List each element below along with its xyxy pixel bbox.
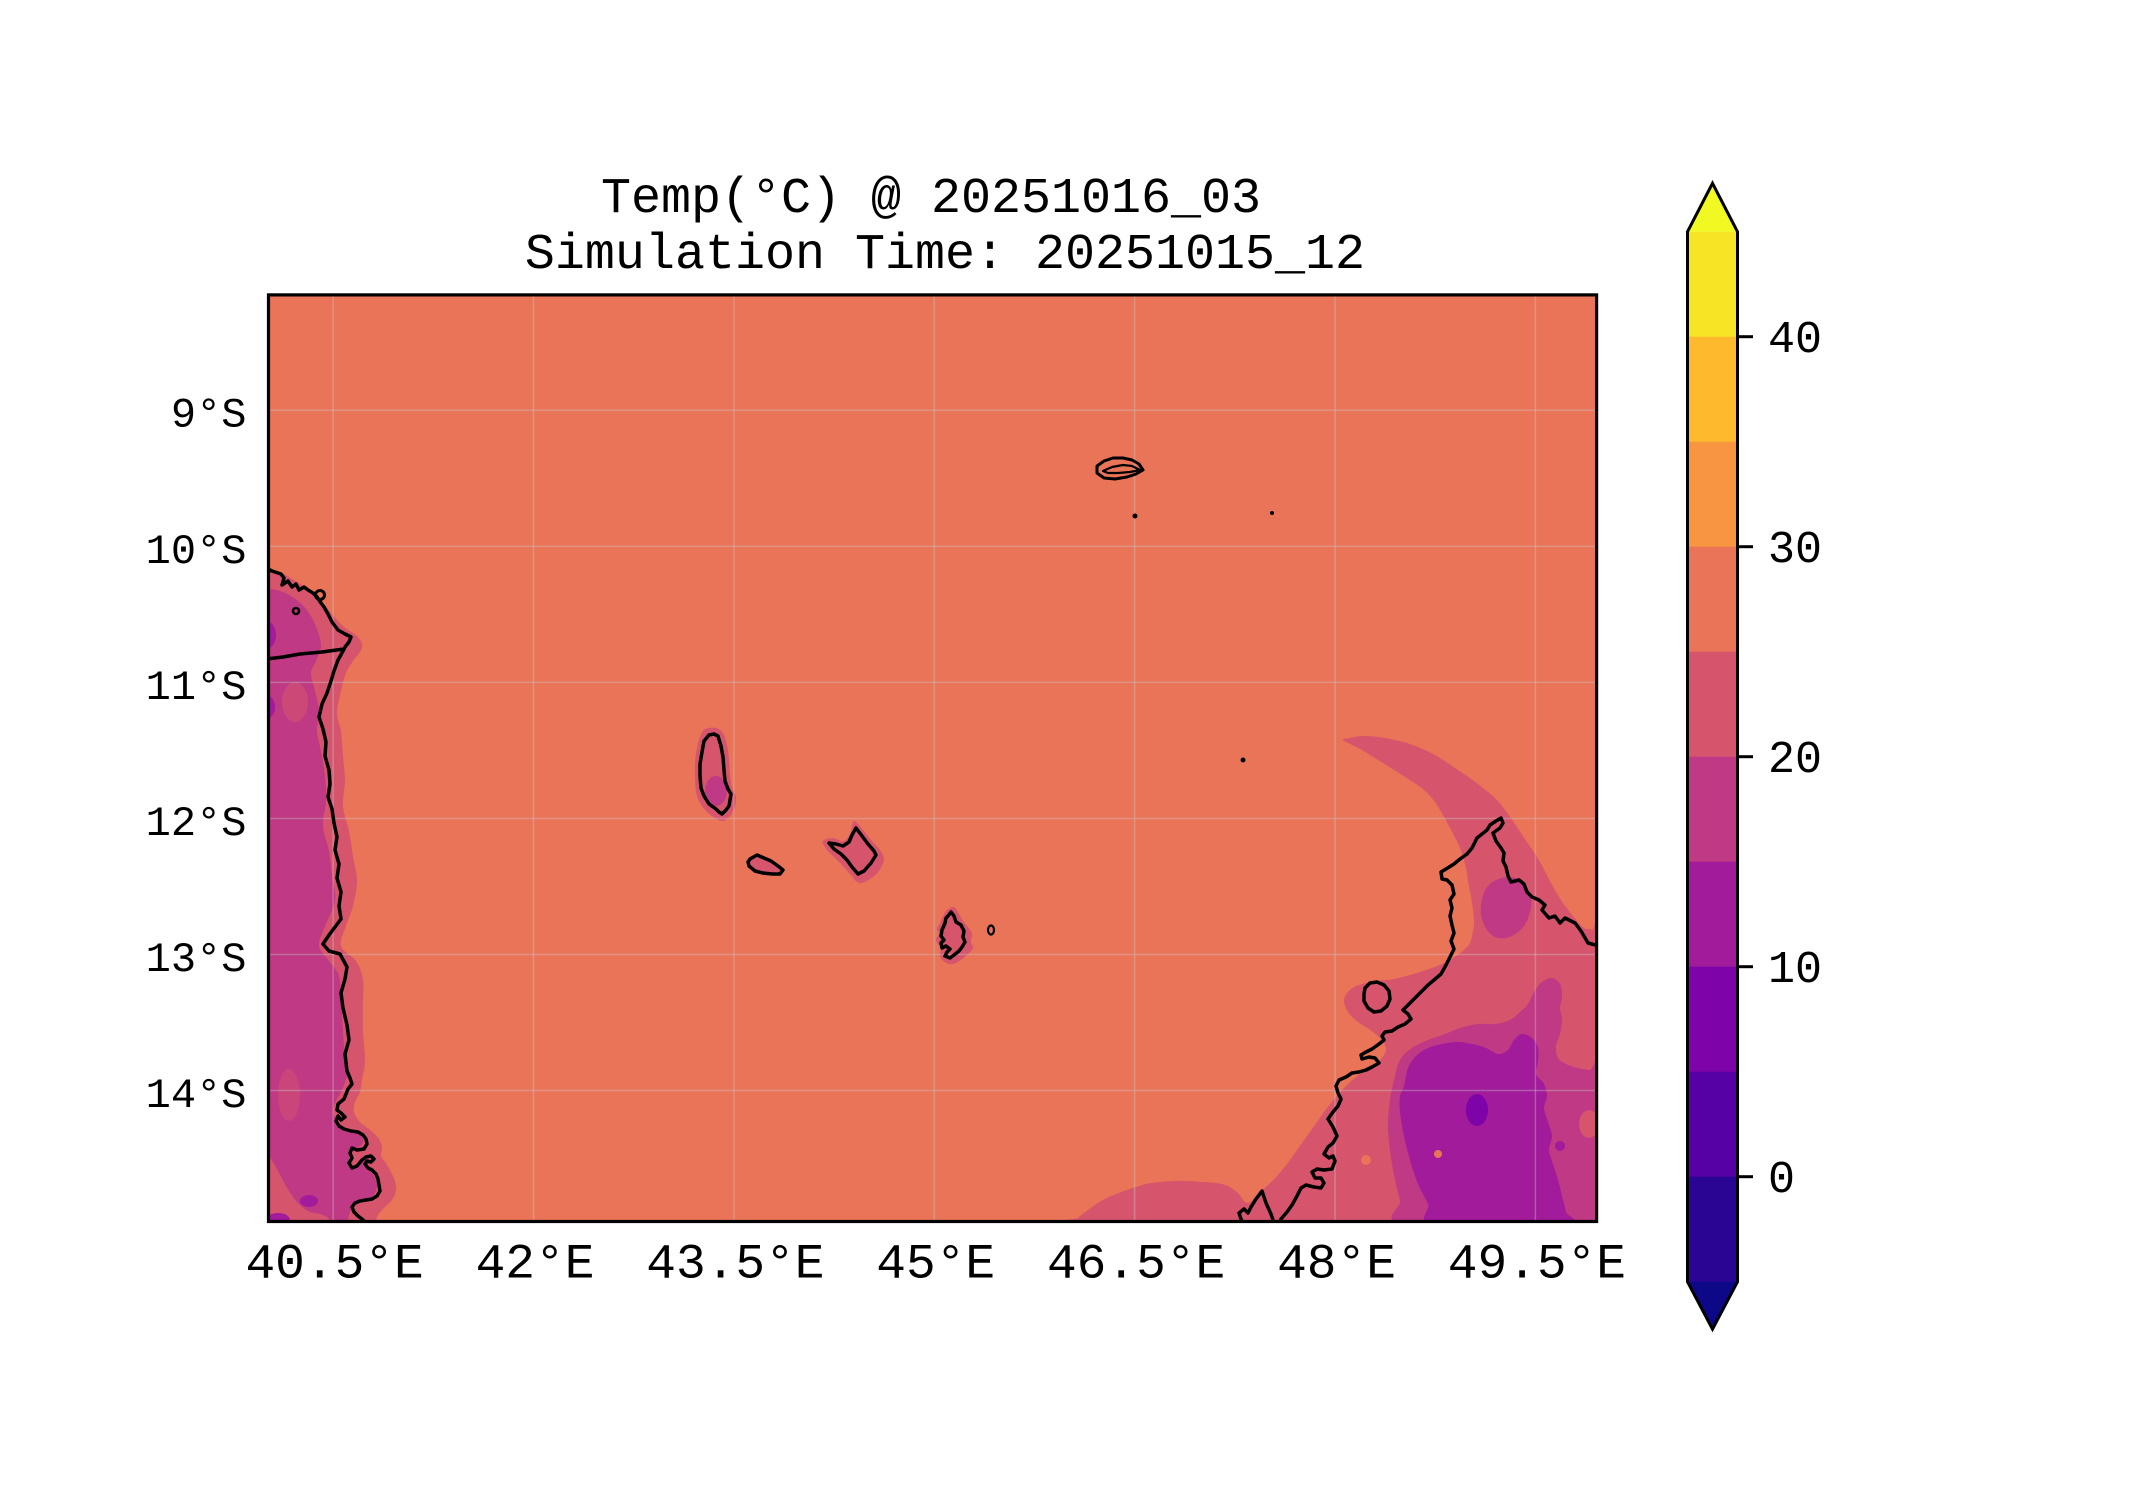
svg-text:13°S: 13°S xyxy=(146,936,247,984)
svg-text:48°E: 48°E xyxy=(1277,1237,1396,1293)
svg-text:49.5°E: 49.5°E xyxy=(1448,1237,1626,1293)
svg-text:9°S: 9°S xyxy=(171,392,247,440)
svg-text:14°S: 14°S xyxy=(146,1072,247,1120)
svg-text:42°E: 42°E xyxy=(476,1237,595,1293)
svg-text:11°S: 11°S xyxy=(146,664,247,712)
svg-text:20: 20 xyxy=(1768,735,1822,786)
svg-text:0: 0 xyxy=(1768,1155,1795,1206)
svg-text:12°S: 12°S xyxy=(146,800,247,848)
svg-text:40.5°E: 40.5°E xyxy=(245,1237,423,1293)
svg-text:45°E: 45°E xyxy=(876,1237,995,1293)
svg-text:Temp(°C) @ 20251016_03: Temp(°C) @ 20251016_03 xyxy=(601,171,1261,228)
svg-text:10°S: 10°S xyxy=(146,528,247,576)
svg-text:46.5°E: 46.5°E xyxy=(1047,1237,1225,1293)
svg-text:40: 40 xyxy=(1768,315,1822,366)
svg-text:43.5°E: 43.5°E xyxy=(646,1237,824,1293)
svg-text:30: 30 xyxy=(1768,525,1822,576)
svg-text:10: 10 xyxy=(1768,945,1822,996)
svg-text:Simulation Time: 20251015_12: Simulation Time: 20251015_12 xyxy=(525,227,1365,284)
